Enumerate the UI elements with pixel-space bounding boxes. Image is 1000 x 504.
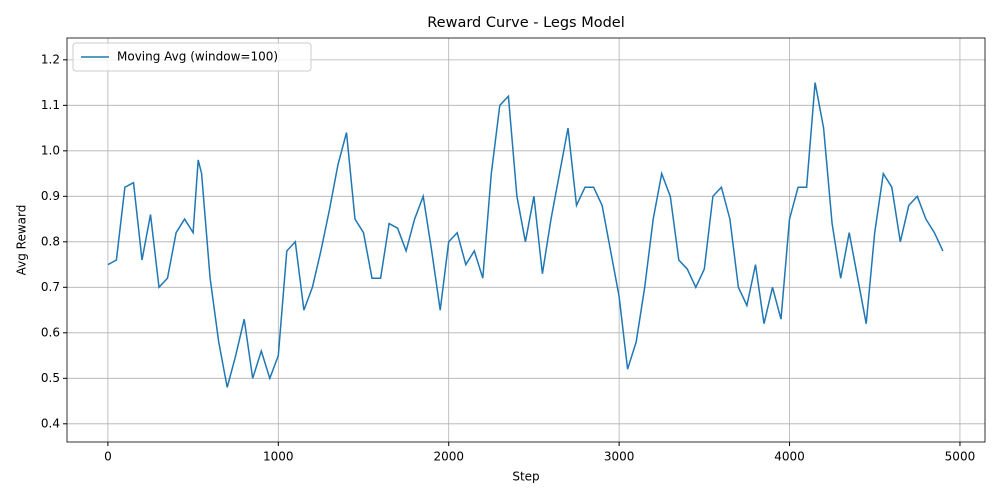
y-tick-label: 0.8 <box>41 234 60 248</box>
x-tick-label: 0 <box>104 450 112 464</box>
x-tick-label: 4000 <box>774 450 805 464</box>
x-axis-label: Step <box>512 470 539 484</box>
y-tick-label: 0.7 <box>41 280 60 294</box>
y-tick-label: 0.4 <box>41 416 60 430</box>
y-axis-label: Avg Reward <box>15 205 29 276</box>
y-tick-label: 0.5 <box>41 371 60 385</box>
y-tick-label: 1.0 <box>41 143 60 157</box>
line-series <box>107 82 944 388</box>
y-tick-label: 0.9 <box>41 189 60 203</box>
chart-title: Reward Curve - Legs Model <box>427 15 625 31</box>
legend-label: Moving Avg (window=100) <box>117 50 278 64</box>
x-tick-label: 2000 <box>433 450 464 464</box>
x-tick-label: 1000 <box>263 450 294 464</box>
y-tick-label: 1.2 <box>41 52 60 66</box>
x-tick-label: 5000 <box>945 450 976 464</box>
y-tick-label: 1.1 <box>41 98 60 112</box>
x-tick-label: 3000 <box>604 450 635 464</box>
plot-frame <box>66 37 986 443</box>
legend-box <box>72 42 312 72</box>
y-tick-label: 0.6 <box>41 325 60 339</box>
